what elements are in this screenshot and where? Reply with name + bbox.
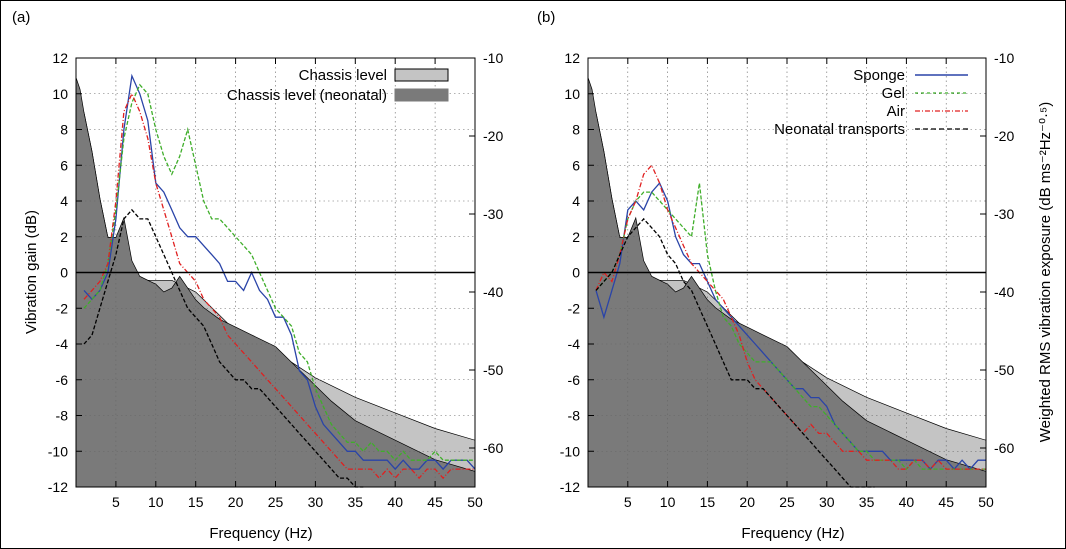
y2-tick-label: -50 [483, 362, 503, 378]
panel-b-plot: 5 10 15 20 25 30 35 40 45 50-12-10-8-6-4-20246810… [560, 50, 1015, 510]
y-tick-label: 4 [572, 193, 580, 209]
y-tick-label: 6 [572, 157, 580, 173]
legend-label-neonatal: Neonatal transports [774, 121, 905, 138]
x-tick-label: 35 [348, 494, 364, 510]
x-tick-label: 40 [387, 494, 403, 510]
y-tick-label: 6 [60, 157, 68, 173]
y-tick-label: 12 [564, 50, 580, 66]
x-tick-label: 10 [148, 494, 164, 510]
x-tick-label: 30 [308, 494, 324, 510]
y2-tick-label: -30 [483, 206, 503, 222]
legend-label-sponge: Sponge [853, 67, 905, 84]
x-tick-label: 50 [978, 494, 994, 510]
legend-label-chassis-neonatal: Chassis level (neonatal) [227, 87, 387, 104]
panel-b-legend: Sponge Gel Air Neonatal transports [774, 67, 968, 138]
panel-a-xlabel: Frequency (Hz) [209, 525, 312, 542]
series-air-a [83, 92, 475, 480]
y-tick-label: -2 [56, 300, 69, 316]
y2-tick-label: -20 [483, 128, 503, 144]
panel-a-ylabel: Vibration gain (dB) [23, 210, 40, 334]
series-gel-a [83, 83, 475, 462]
y2-tick-label: -40 [994, 284, 1014, 300]
panel-a-legend: Chassis level Chassis level (neonatal) [227, 67, 449, 104]
y2-tick-label: -10 [483, 50, 503, 66]
y-tick-label: 10 [564, 86, 580, 102]
legend-swatch-chassis-neonatal [394, 88, 449, 102]
y-tick-label: -12 [48, 479, 68, 495]
x-tick-label: 15 [188, 494, 204, 510]
x-tick-label: 45 [427, 494, 443, 510]
panel-b: (b) 5 10 15 20 25 30 35 40 45 50-12-10-8-6-4-2024… [537, 9, 1054, 542]
panel-a-tag: (a) [12, 9, 30, 26]
legend-label-chassis: Chassis level [299, 67, 387, 84]
legend-label-gel: Gel [882, 85, 905, 102]
y-tick-label: 2 [60, 229, 68, 245]
series-neonatal-transports-a [83, 208, 364, 488]
legend-label-air: Air [887, 103, 905, 120]
y-tick-label: -8 [56, 408, 69, 424]
x-tick-label: 10 [660, 494, 676, 510]
x-tick-label: 20 [739, 494, 755, 510]
x-tick-label: 50 [467, 494, 483, 510]
panel-a-plot: 5 10 15 20 25 30 35 40 45 50-12-10-8-6-4-20246810… [48, 50, 504, 510]
y-tick-label: -2 [568, 300, 581, 316]
y2-tick-label: -20 [994, 128, 1014, 144]
x-tick-label: 5 [624, 494, 632, 510]
x-tick-label: 15 [700, 494, 716, 510]
x-tick-label: 45 [938, 494, 954, 510]
y-tick-label: -6 [56, 372, 69, 388]
panel-b-y2label: Weighted RMS vibration exposure (dB ms⁻²… [1037, 102, 1054, 442]
x-tick-label: 25 [268, 494, 284, 510]
y-tick-label: -4 [568, 336, 581, 352]
y2-tick-label: -50 [994, 362, 1014, 378]
y2-tick-label: -60 [483, 440, 503, 456]
x-tick-label: 25 [779, 494, 795, 510]
y-tick-label: -10 [560, 443, 580, 459]
y2-tick-label: -40 [483, 284, 503, 300]
x-tick-label: 30 [819, 494, 835, 510]
x-tick-label: 40 [899, 494, 915, 510]
series-neonatal-transports-b [595, 217, 875, 488]
y2-tick-label: -30 [994, 206, 1014, 222]
y-tick-label: 10 [52, 86, 68, 102]
y-tick-label: 12 [52, 50, 68, 66]
y-tick-label: 4 [60, 193, 68, 209]
area-chassis-level-neonatal-a [75, 77, 476, 488]
y-tick-label: -8 [568, 408, 581, 424]
y-tick-label: -12 [560, 479, 580, 495]
y-tick-label: 2 [572, 229, 580, 245]
series-gel-b [595, 183, 986, 471]
y2-tick-label: -60 [994, 440, 1014, 456]
x-tick-label: 20 [228, 494, 244, 510]
y-tick-label: 0 [60, 265, 68, 281]
x-tick-label: 35 [859, 494, 875, 510]
panel-b-xlabel: Frequency (Hz) [741, 525, 844, 542]
panel-b-tag: (b) [537, 9, 555, 26]
y2-tick-label: -10 [994, 50, 1014, 66]
y-tick-label: 8 [60, 122, 68, 138]
panel-a: (a) 5 10 15 20 25 30 35 40 45 50-12-10-8-6-4-2024… [12, 9, 503, 542]
y-tick-label: -6 [568, 372, 581, 388]
x-tick-label: 5 [112, 494, 120, 510]
y-tick-label: -10 [48, 443, 68, 459]
area-chassis-level-neonatal-b [587, 77, 987, 488]
y-tick-label: 8 [572, 122, 580, 138]
y-tick-label: 0 [572, 265, 580, 281]
legend-swatch-chassis [394, 68, 449, 82]
series-sponge-a [83, 73, 476, 471]
y-tick-label: -4 [56, 336, 69, 352]
